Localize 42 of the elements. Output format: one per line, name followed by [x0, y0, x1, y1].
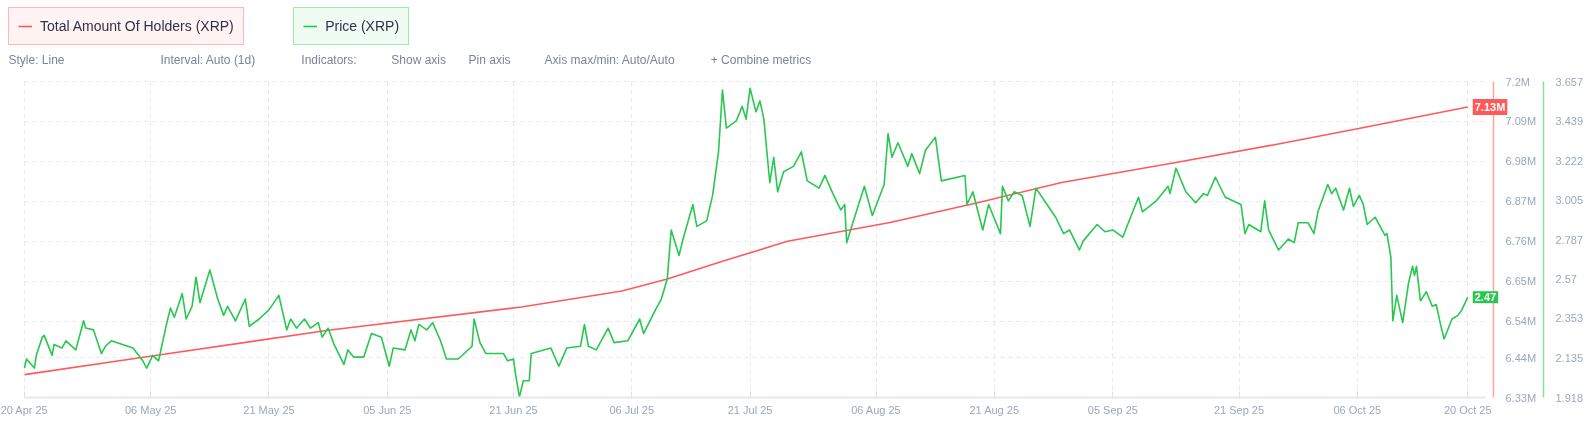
x-tick-label: 21 Jul 25: [727, 403, 773, 416]
text: Show axis: [391, 52, 446, 67]
text: + Combine metrics: [710, 52, 812, 67]
text: Style: Line: [8, 52, 65, 67]
x-tick-label: 21 May 25: [243, 403, 295, 416]
y2-tick-label: 3.439: [1555, 115, 1584, 128]
y-tick-label: 6.98M: [1505, 155, 1537, 168]
x-tick-label: 21 Aug 25: [969, 403, 1020, 416]
text: Interval: Auto (1d): [160, 52, 256, 67]
y2-tick-label: 2.135: [1555, 352, 1584, 365]
y2-tick-label: 2.57: [1555, 273, 1577, 286]
y2-tick-label: 3.005: [1555, 193, 1584, 206]
y2-tick-label: 2.353: [1555, 312, 1584, 325]
y-tick-label: 6.76M: [1505, 235, 1537, 248]
data-label: 7.13M: [1474, 100, 1506, 113]
y-tick-label: 7.2M: [1505, 75, 1530, 88]
y2-tick-label: 3.222: [1555, 154, 1584, 167]
y2-tick-label: 2.787: [1555, 233, 1584, 246]
x-tick-label: 05 Sep 25: [1087, 403, 1138, 416]
y2-tick-label: 3.657: [1555, 75, 1584, 88]
x-tick-label: 21 Jun 25: [489, 403, 538, 416]
y-tick-label: 6.33M: [1505, 391, 1537, 404]
y-tick-label: 7.09M: [1505, 115, 1537, 128]
x-tick-label: 20 Oct 25: [1443, 403, 1492, 416]
y-tick-label: 6.87M: [1505, 195, 1537, 208]
y2-tick-label: 1.918: [1555, 391, 1584, 404]
y-tick-label: 6.65M: [1505, 275, 1537, 288]
x-tick-label: 06 Oct 25: [1333, 403, 1382, 416]
x-tick-label: 05 Jun 25: [363, 403, 412, 416]
x-tick-label: 06 Jul 25: [609, 403, 655, 416]
text: Pin axis: [468, 52, 511, 67]
y-tick-label: 6.54M: [1505, 315, 1537, 328]
text: Indicators:: [301, 52, 357, 67]
y-tick-label: 6.44M: [1505, 351, 1537, 364]
data-label: 2.47: [1474, 291, 1497, 304]
x-tick-label: 21 Sep 25: [1213, 403, 1265, 416]
text: Axis max/min: Auto/Auto: [544, 52, 675, 67]
x-tick-label: 06 May 25: [125, 403, 177, 416]
x-tick-label: 20 Apr 25: [0, 403, 48, 416]
x-tick-label: 06 Aug 25: [851, 403, 901, 416]
legend-label: Total Amount Of Holders (XRP): [40, 18, 234, 34]
legend-label: Price (XRP): [325, 18, 400, 34]
